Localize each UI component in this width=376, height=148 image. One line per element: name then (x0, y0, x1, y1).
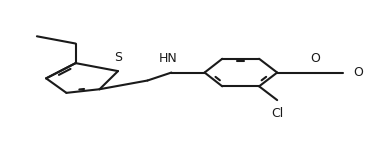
Text: O: O (310, 52, 320, 65)
Text: HN: HN (158, 52, 177, 65)
Text: O: O (353, 66, 363, 79)
Text: Cl: Cl (271, 107, 283, 120)
Text: S: S (114, 51, 122, 64)
